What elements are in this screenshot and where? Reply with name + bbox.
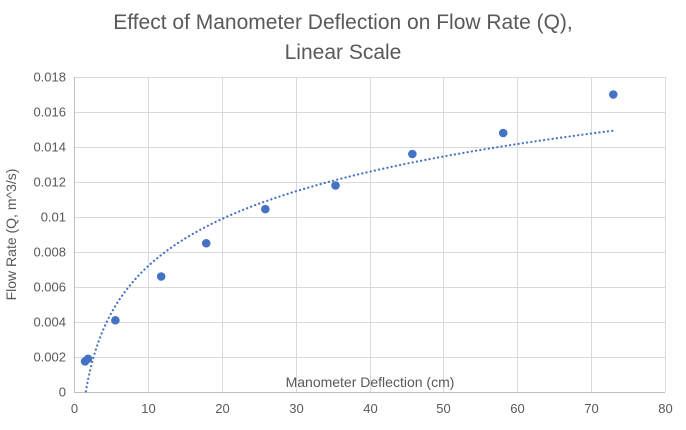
y-tick-label: 0.006 [33,280,66,295]
gridlines [74,77,666,392]
trendline-group [84,129,615,393]
data-point [408,149,417,159]
x-tick-label: 30 [289,401,303,416]
chart-title-line-2: Linear Scale [284,41,402,64]
data-point [111,315,120,325]
y-tick-label: 0 [59,385,66,400]
y-tick-label: 0.012 [33,175,66,190]
y-tick-label: 0.016 [33,105,66,120]
data-point [201,238,211,248]
tick-labels: 0 0.002 0.004 0.006 0.008 0.01 0.012 0.014 0.016… [33,70,672,417]
y-tick-label: 0.018 [33,70,66,85]
data-point [608,90,618,99]
x-tick-label: 0 [71,401,78,416]
data-point [498,128,508,138]
y-tick-label: 0.002 [33,350,66,365]
y-axis-title: Flow Rate (Q, m^3/s) [3,169,19,301]
data-points [80,90,618,366]
y-tick-label: 0.014 [33,140,66,155]
chart-title: Effect of Manometer Deflection on Flow R… [0,8,686,68]
chart-title-line-1: Effect of Manometer Deflection on Flow R… [113,11,573,34]
x-axis-title: Manometer Deflection (cm) [286,374,455,390]
x-tick-label: 20 [215,401,229,416]
x-tick-label: 60 [510,401,524,416]
trendline [84,129,615,393]
x-tick-label: 50 [436,401,450,416]
y-tick-label: 0.008 [33,245,66,260]
data-point [331,181,340,190]
data-point [83,354,93,364]
data-point [261,204,270,214]
x-tick-label: 70 [584,401,598,416]
axes [74,77,665,393]
x-tick-label: 80 [658,401,672,416]
y-tick-label: 0.004 [33,315,66,330]
x-tick-label: 40 [363,401,377,416]
x-tick-label: 10 [141,401,155,416]
y-tick-label: 0.01 [41,210,66,225]
data-point [156,272,166,281]
